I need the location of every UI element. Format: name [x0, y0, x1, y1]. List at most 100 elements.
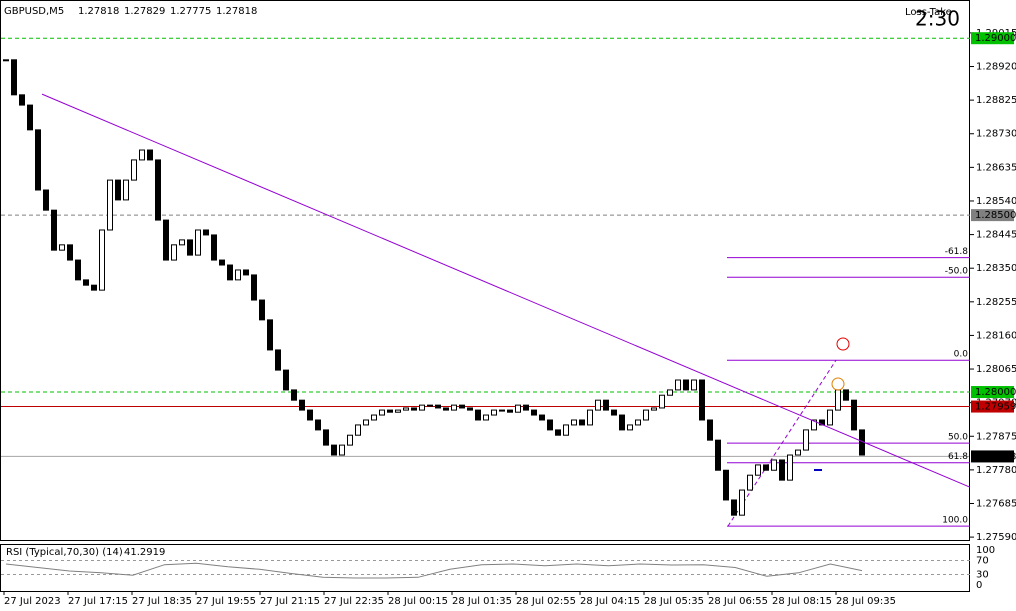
candle — [427, 404, 433, 407]
fibo-label: -50.0 — [945, 267, 969, 277]
level-label-bg — [971, 386, 1014, 399]
candle — [227, 264, 233, 281]
candle — [171, 244, 177, 261]
quote-value: 1.27829 — [124, 6, 165, 17]
candle — [299, 399, 305, 411]
candle — [627, 424, 633, 431]
candle — [355, 424, 361, 436]
candle — [563, 424, 569, 436]
y-tick-label: 1.28350 — [976, 263, 1016, 274]
candle — [11, 59, 17, 96]
candle — [795, 449, 801, 456]
candle — [755, 464, 761, 476]
candle — [595, 399, 601, 411]
candle — [771, 459, 777, 471]
signal-icon — [831, 377, 845, 391]
level-label-bg — [971, 32, 1014, 45]
quote-value: 1.27818 — [78, 6, 119, 17]
candle — [75, 259, 81, 281]
y-tick-label: 1.28920 — [976, 62, 1016, 73]
x-tick-label: 27 Jul 22:35 — [324, 596, 384, 607]
level-label: 1.28000 — [975, 387, 1016, 398]
candle — [347, 434, 353, 446]
x-tick-label: 27 Jul 18:35 — [132, 596, 192, 607]
candle — [507, 409, 513, 413]
candle — [395, 409, 401, 413]
fibo-label: 50.0 — [948, 433, 968, 443]
signal-icon — [836, 337, 850, 351]
level-label-bg — [971, 400, 1014, 413]
y-tick-label: 1.27685 — [976, 498, 1016, 509]
rsi-tick-label: 30 — [976, 570, 989, 581]
price-frame — [0, 0, 970, 541]
candle — [155, 159, 161, 221]
x-tick-label: 28 Jul 08:15 — [772, 596, 832, 607]
candle — [139, 149, 145, 161]
rsi-tick-label: 100 — [976, 545, 995, 556]
candle — [699, 379, 705, 421]
candle — [827, 409, 833, 426]
candle — [683, 379, 689, 391]
candle — [835, 389, 841, 411]
candle — [267, 319, 273, 351]
candle — [715, 439, 721, 471]
candle — [651, 407, 657, 411]
candle — [107, 179, 113, 231]
x-tick-label: 27 Jul 17:15 — [68, 596, 128, 607]
candle — [27, 104, 33, 131]
candle — [483, 414, 489, 421]
candle — [59, 244, 65, 251]
rsi-title: RSI (Typical,70,30) (14) — [6, 547, 123, 558]
trendline — [41, 93, 971, 488]
y-tick-label: 1.28255 — [976, 297, 1016, 308]
candle — [307, 409, 313, 421]
candle — [131, 159, 137, 181]
x-tick-label: 28 Jul 09:35 — [836, 596, 896, 607]
candle — [163, 219, 169, 261]
candle — [251, 274, 257, 301]
y-tick-label: 1.27590 — [976, 532, 1016, 543]
candle — [43, 189, 49, 211]
candle — [363, 419, 369, 426]
x-tick-label: 28 Jul 01:35 — [452, 596, 512, 607]
candle — [315, 419, 321, 431]
candle — [323, 429, 329, 446]
candle — [707, 419, 713, 441]
candle — [331, 444, 337, 456]
candle — [115, 179, 121, 201]
quote-value: 1.27818 — [216, 6, 257, 17]
level-label: 1.29000 — [975, 33, 1016, 44]
candle — [339, 444, 345, 456]
y-tick-label: 1.28160 — [976, 330, 1016, 341]
fibo-label: -61.8 — [945, 247, 969, 257]
y-tick-label: 1.28825 — [976, 95, 1016, 106]
candle — [675, 379, 681, 391]
x-tick-label: 28 Jul 02:55 — [516, 596, 576, 607]
candle — [531, 409, 537, 416]
candle — [83, 279, 89, 286]
y-tick-label: 1.28065 — [976, 364, 1016, 375]
candle — [67, 244, 73, 261]
candle — [475, 409, 481, 421]
candle — [491, 409, 497, 416]
y-tick-label: 1.27780 — [976, 465, 1016, 476]
candle — [515, 404, 521, 413]
y-tick-label: 1.28540 — [976, 196, 1016, 207]
candle — [459, 404, 465, 409]
fibo-label: 61.8 — [948, 452, 968, 462]
candle — [419, 404, 425, 411]
y-tick-label: 1.27875 — [976, 431, 1016, 442]
candle — [195, 229, 201, 256]
rsi-tick-label: 70 — [976, 556, 989, 567]
level-label-bg — [971, 209, 1014, 222]
candle — [211, 234, 217, 261]
quote-value: 1.27775 — [170, 6, 211, 17]
candle — [219, 259, 225, 266]
candle — [371, 414, 377, 421]
x-tick-label: 27 Jul 19:55 — [196, 596, 256, 607]
candle — [275, 349, 281, 371]
candle — [179, 239, 185, 246]
candle — [603, 399, 609, 411]
